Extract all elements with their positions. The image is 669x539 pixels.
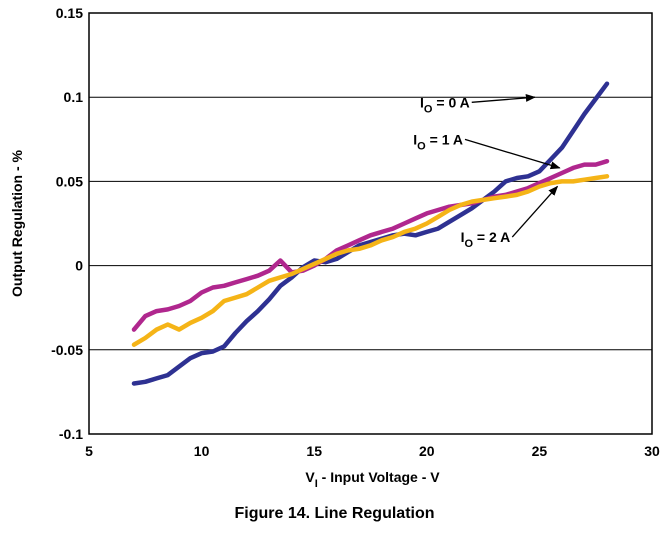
series-label-0: IO = 0 A xyxy=(420,93,536,115)
x-tick-label: 25 xyxy=(532,443,548,459)
series-label-text: IO = 1 A xyxy=(413,131,463,152)
series-label-arrow xyxy=(511,185,559,238)
x-tick-label: 10 xyxy=(194,443,210,459)
series-line-0 xyxy=(131,81,610,386)
y-tick-label: -0.05 xyxy=(51,342,83,358)
figure-caption: Figure 14. Line Regulation xyxy=(234,505,435,522)
x-tick-label: 30 xyxy=(644,443,660,459)
line-regulation-chart: -0.1 -0.05 0 0.05 0.1 0.15 5 10 15 20 25 30 Output… xyxy=(9,5,660,490)
x-axis-label-subscript: I xyxy=(315,478,318,490)
series-lines xyxy=(131,81,610,386)
x-tick-label: 15 xyxy=(306,443,322,459)
series-line-2 xyxy=(131,174,610,347)
y-tick-label: 0 xyxy=(75,258,83,274)
series-label-text: IO = 2 A xyxy=(461,229,511,250)
plot-frame xyxy=(88,12,653,435)
series-label-1: IO = 1 A xyxy=(413,131,561,170)
x-tick-labels: 5 10 15 20 25 30 xyxy=(85,443,660,459)
x-axis-label-main: V xyxy=(305,469,315,485)
y-tick-label: 0.05 xyxy=(56,173,83,189)
y-tick-label: -0.1 xyxy=(59,426,83,442)
series-label-2: IO = 2 A xyxy=(461,185,559,250)
x-tick-label: 5 xyxy=(85,443,93,459)
grid-lines xyxy=(89,96,652,351)
series-annotations: IO = 0 A IO = 1 A IO = 2 A xyxy=(413,93,561,250)
series-line-1 xyxy=(131,158,610,332)
x-axis-label-rest: - Input Voltage - V xyxy=(318,469,441,485)
series-label-text: IO = 0 A xyxy=(420,94,470,115)
y-tick-labels: -0.1 -0.05 0 0.05 0.1 0.15 xyxy=(51,5,83,442)
series-label-arrow xyxy=(471,93,536,103)
x-tick-label: 20 xyxy=(419,443,435,459)
series-label-arrow xyxy=(464,138,561,170)
y-tick-label: 0.1 xyxy=(64,89,84,105)
y-axis-label: Output Regulation - % xyxy=(9,149,25,297)
y-tick-label: 0.15 xyxy=(56,5,83,21)
x-axis-label: VI - Input Voltage - V xyxy=(305,469,440,490)
